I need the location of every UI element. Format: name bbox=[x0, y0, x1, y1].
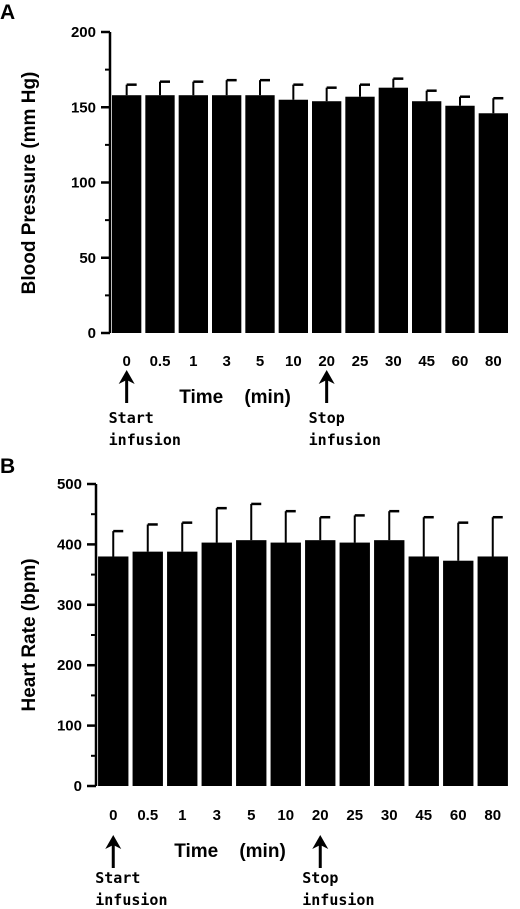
panel-a-bar bbox=[245, 95, 275, 334]
panel-a-y-tick-label: 50 bbox=[79, 250, 96, 267]
panel-b-start-label: Start bbox=[95, 869, 140, 887]
panel-b-bar bbox=[443, 560, 474, 786]
panel-letter-a: A bbox=[0, 1, 15, 24]
panel-b-x-tick-label: 5 bbox=[247, 807, 255, 824]
panel-b-x-tick-label: 60 bbox=[450, 807, 467, 824]
panel-b-bar bbox=[270, 542, 301, 786]
panel-b-bar bbox=[201, 542, 232, 786]
panel-a-x-tick-label: 5 bbox=[256, 353, 264, 370]
panel-b-y-tick-label: 500 bbox=[57, 476, 82, 493]
panel-b-x-tick-label: 0 bbox=[109, 807, 117, 824]
panel-a-x-tick-label: 25 bbox=[352, 353, 369, 370]
panel-b-y-tick-label: 400 bbox=[57, 536, 82, 553]
panel-a-x-tick-label: 0.5 bbox=[150, 353, 171, 370]
panel-a-stop-arrow-icon bbox=[318, 370, 335, 384]
panel-a-start-label: Start bbox=[109, 409, 154, 427]
panel-a-y-tick-label: 200 bbox=[71, 24, 96, 41]
panel-a-y-tick-label: 0 bbox=[88, 325, 96, 342]
panel-b-stop-arrow-icon bbox=[312, 835, 329, 849]
panel-a-bar bbox=[145, 95, 175, 334]
panel-a-x-tick-label: 1 bbox=[189, 353, 197, 370]
panel-a-x-tick-label: 0 bbox=[122, 353, 130, 370]
panel-a-start-infusion-label: infusion bbox=[109, 431, 181, 449]
panel-a-bar bbox=[345, 96, 375, 333]
panel-b-start-infusion-label: infusion bbox=[95, 891, 167, 909]
panel-a-bar bbox=[412, 101, 442, 333]
panel-a-x-tick-label: 45 bbox=[418, 353, 435, 370]
panel-b-y-tick-label: 300 bbox=[57, 597, 82, 614]
panel-a-bar bbox=[378, 87, 408, 333]
panel-b-bar bbox=[167, 551, 198, 786]
panel-b-bar bbox=[408, 556, 439, 786]
panel-a-x-tick-label: 60 bbox=[452, 353, 469, 370]
panel-a-x-tick-label: 80 bbox=[485, 353, 502, 370]
panel-a-stop-infusion-label: infusion bbox=[309, 431, 381, 449]
panel-b-bar bbox=[477, 556, 508, 786]
panel-b-x-tick-label: 80 bbox=[484, 807, 501, 824]
panel-b-y-tick-label: 100 bbox=[57, 718, 82, 735]
panel-b-x-tick-label: 0.5 bbox=[137, 807, 158, 824]
panel-b-y-tick-label: 200 bbox=[57, 657, 82, 674]
panel-b-bar bbox=[98, 556, 129, 786]
panel-letter-b: B bbox=[0, 455, 15, 478]
panel-a-x-axis-title: Time (min) bbox=[179, 387, 291, 408]
panel-a-bar bbox=[112, 95, 142, 334]
panel-a-y-axis-title: Blood Pressure (mm Hg) bbox=[19, 72, 40, 295]
panel-b-y-tick-label: 0 bbox=[74, 778, 82, 795]
panel-b-x-tick-label: 1 bbox=[178, 807, 186, 824]
panel-b-bar bbox=[132, 551, 163, 786]
panel-a-x-tick-label: 30 bbox=[385, 353, 402, 370]
panel-b-bar bbox=[339, 542, 370, 786]
panel-a-bar bbox=[445, 105, 475, 334]
panel-a-bar bbox=[212, 95, 242, 334]
panel-a-y-tick-label: 150 bbox=[71, 99, 96, 116]
panel-b-bar bbox=[374, 540, 405, 786]
panel-a-chart: A Blood Pressure (mm Hg) Time (min) 0501… bbox=[0, 1, 508, 449]
panel-a-bar bbox=[178, 95, 208, 334]
panel-a-x-tick-label: 3 bbox=[222, 353, 230, 370]
panel-a-y-tick-label: 100 bbox=[71, 175, 96, 192]
panel-b-x-axis-title: Time (min) bbox=[174, 841, 286, 862]
panel-a-bar bbox=[278, 99, 308, 333]
panel-b-x-tick-label: 25 bbox=[346, 807, 363, 824]
panel-b-stop-infusion-label: infusion bbox=[302, 891, 374, 909]
panel-b-x-tick-label: 10 bbox=[277, 807, 294, 824]
panel-a-bar bbox=[312, 101, 342, 333]
panel-b-x-tick-label: 20 bbox=[312, 807, 329, 824]
panel-b-x-tick-label: 45 bbox=[415, 807, 432, 824]
panel-b-chart: B Heart Rate (bpm) Time (min) 0100200300… bbox=[0, 455, 508, 909]
panel-b-start-arrow-icon bbox=[105, 835, 122, 849]
panel-b-x-tick-label: 30 bbox=[381, 807, 398, 824]
panel-a-bar bbox=[478, 113, 508, 334]
panel-a-x-tick-label: 10 bbox=[285, 353, 302, 370]
panel-a-stop-label: Stop bbox=[309, 409, 345, 427]
panel-b-bar bbox=[305, 540, 336, 786]
panel-b-stop-label: Stop bbox=[302, 869, 338, 887]
panel-b-y-axis-title: Heart Rate (bpm) bbox=[19, 558, 40, 711]
panel-a-start-arrow-icon bbox=[118, 370, 135, 384]
panel-b-x-tick-label: 3 bbox=[213, 807, 221, 824]
panel-a-x-tick-label: 20 bbox=[318, 353, 335, 370]
panel-b-bar bbox=[236, 540, 267, 786]
